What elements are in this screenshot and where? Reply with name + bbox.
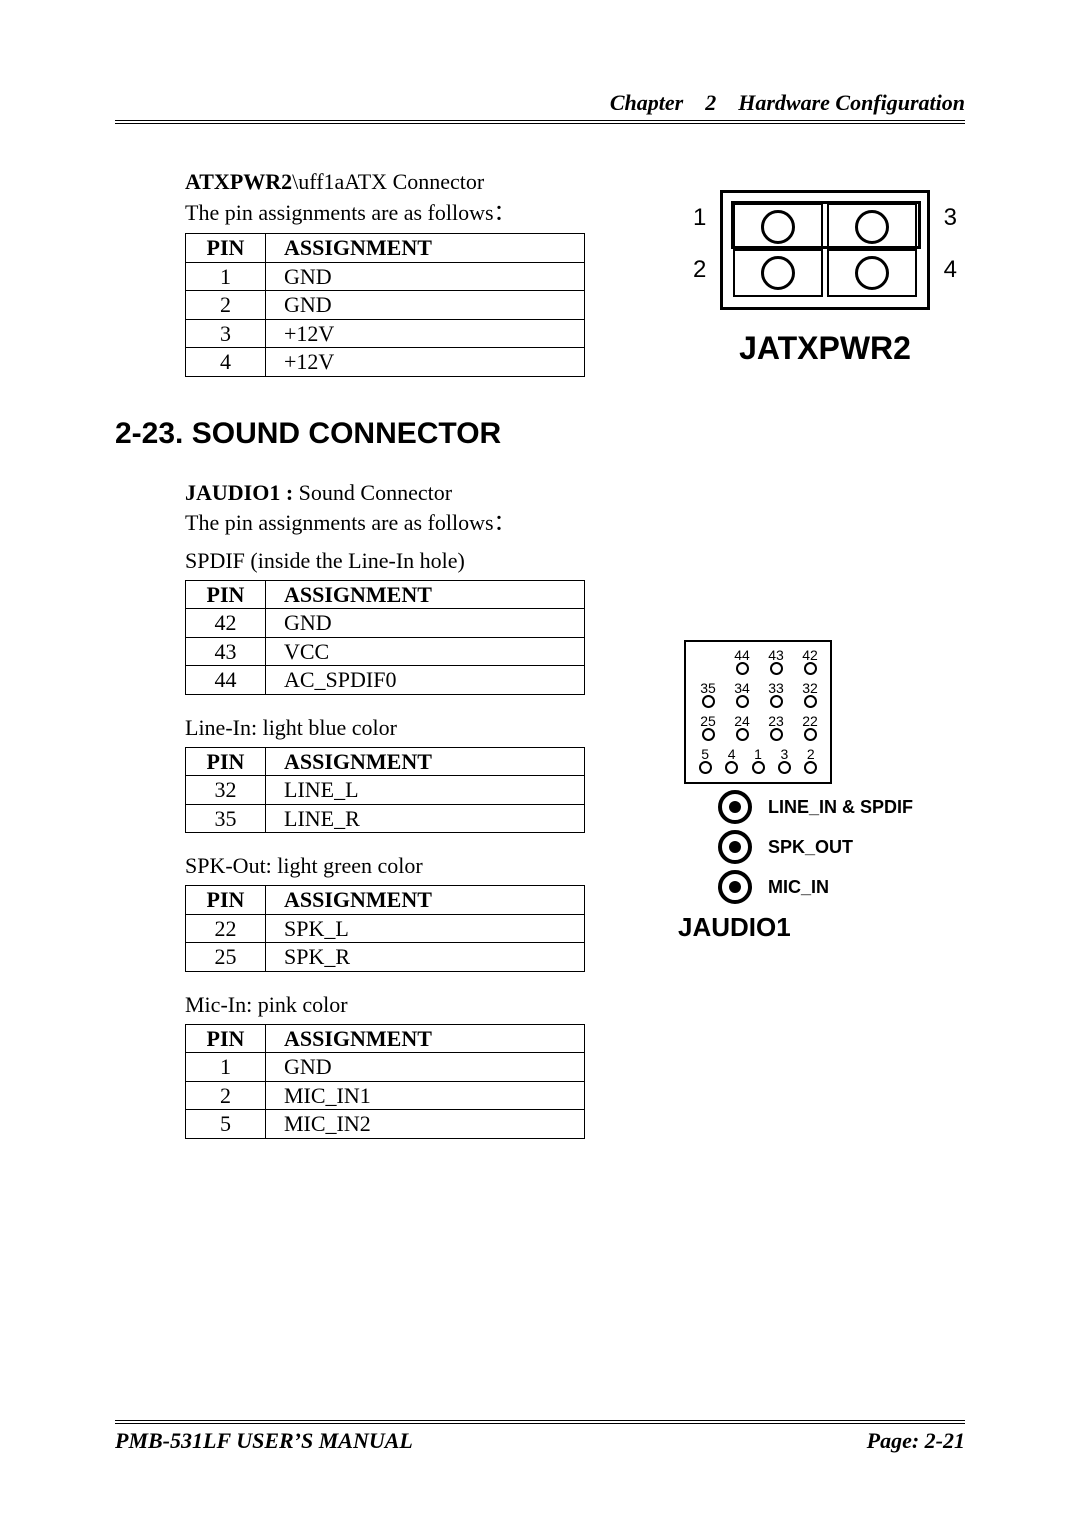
jack-spkout: SPK_OUT bbox=[678, 830, 978, 864]
table-row: 44AC_SPDIF0 bbox=[186, 666, 585, 695]
micin-table: PINASSIGNMENT 1GND 2MIC_IN1 5MIC_IN2 bbox=[185, 1024, 585, 1139]
jack-micin: MIC_IN bbox=[678, 870, 978, 904]
atx-connector-outline bbox=[720, 190, 930, 310]
spdif-caption: SPDIF (inside the Line-In hole) bbox=[185, 548, 965, 574]
jaudio-pin-header: 44 43 42 35 34 33 32 25 24 23 22 5 4 1 3… bbox=[684, 640, 832, 784]
chapter-number: 2 bbox=[705, 90, 716, 115]
atx-pin-4-label: 4 bbox=[944, 256, 957, 284]
table-row: 42GND bbox=[186, 609, 585, 638]
jaudio-name: JAUDIO1 : bbox=[185, 480, 293, 505]
jack-label: MIC_IN bbox=[768, 877, 829, 898]
jaudio-figure-label: JAUDIO1 bbox=[678, 912, 978, 943]
table-row: 32LINE_L bbox=[186, 776, 585, 805]
atx-figure: 1 2 3 4 JATXPWR2 bbox=[685, 190, 965, 367]
jaudio-pin-row-4: 5 4 1 3 2 bbox=[694, 747, 822, 774]
atx-pin-table: PIN ASSIGNMENT 1GND 2GND 3+12V 4+12V bbox=[185, 233, 585, 377]
atx-pin-4-cell bbox=[827, 249, 917, 297]
table-row: 22SPK_L bbox=[186, 914, 585, 943]
atx-name: ATXPWR2 bbox=[185, 169, 292, 194]
table-row: 25SPK_R bbox=[186, 943, 585, 972]
table-row: 43VCC bbox=[186, 637, 585, 666]
chapter-label: Chapter bbox=[610, 90, 683, 115]
table-row: 2GND bbox=[186, 291, 585, 320]
jack-linein: LINE_IN & SPDIF bbox=[678, 790, 978, 824]
page-footer: PMB-531LF USER’S MANUAL Page: 2-21 bbox=[115, 1420, 965, 1454]
jack-label: LINE_IN & SPDIF bbox=[768, 797, 913, 818]
table-row: 1GND bbox=[186, 1053, 585, 1082]
table-row: 2MIC_IN1 bbox=[186, 1081, 585, 1110]
micin-caption: Mic-In: pink color bbox=[185, 992, 965, 1018]
jack-label: SPK_OUT bbox=[768, 837, 853, 858]
spdif-table: PINASSIGNMENT 42GND 43VCC 44AC_SPDIF0 bbox=[185, 580, 585, 695]
jaudio-intro: JAUDIO1 : Sound Connector bbox=[185, 479, 965, 508]
table-row: 1GND bbox=[186, 262, 585, 291]
jack-icon bbox=[718, 830, 752, 864]
page-header: Chapter 2 Hardware Configuration bbox=[115, 90, 965, 124]
atx-pin-1-label: 1 bbox=[693, 204, 706, 232]
table-row: 3+12V bbox=[186, 319, 585, 348]
atx-pin-1-cell bbox=[733, 203, 823, 251]
table-header-row: PIN ASSIGNMENT bbox=[186, 234, 585, 263]
table-row: 35LINE_R bbox=[186, 804, 585, 833]
section-title-text: SOUND CONNECTOR bbox=[192, 417, 501, 450]
linein-table: PINASSIGNMENT 32LINE_L 35LINE_R bbox=[185, 747, 585, 834]
col-pin: PIN bbox=[186, 234, 266, 263]
jaudio-pin-row-1: 44 43 42 bbox=[694, 648, 822, 675]
spkout-table: PINASSIGNMENT 22SPK_L 25SPK_R bbox=[185, 885, 585, 972]
jaudio-pin-row-3: 25 24 23 22 bbox=[694, 714, 822, 741]
atx-figure-label: JATXPWR2 bbox=[685, 330, 965, 367]
jaudio-pin-intro: The pin assignments are as follows： bbox=[185, 509, 965, 538]
atx-pin-3-cell bbox=[827, 203, 917, 251]
atx-pin-3-label: 3 bbox=[944, 204, 957, 232]
jack-icon bbox=[718, 870, 752, 904]
atx-pin-2-label: 2 bbox=[693, 256, 706, 284]
section-heading: 2-23. SOUND CONNECTOR bbox=[115, 417, 965, 451]
section-number: 2-23. bbox=[115, 417, 183, 450]
atx-pin-2-cell bbox=[733, 249, 823, 297]
table-row: 4+12V bbox=[186, 348, 585, 377]
jack-icon bbox=[718, 790, 752, 824]
footer-right: Page: 2-21 bbox=[867, 1428, 965, 1454]
footer-left: PMB-531LF USER’S MANUAL bbox=[115, 1428, 413, 1454]
jaudio-desc: Sound Connector bbox=[299, 480, 452, 505]
atx-desc: ATX Connector bbox=[344, 169, 484, 194]
chapter-title: Hardware Configuration bbox=[738, 90, 965, 115]
col-assign: ASSIGNMENT bbox=[266, 234, 585, 263]
table-row: 5MIC_IN2 bbox=[186, 1110, 585, 1139]
jaudio-pin-row-2: 35 34 33 32 bbox=[694, 681, 822, 708]
jaudio-figure: 44 43 42 35 34 33 32 25 24 23 22 5 4 1 3… bbox=[678, 640, 978, 943]
